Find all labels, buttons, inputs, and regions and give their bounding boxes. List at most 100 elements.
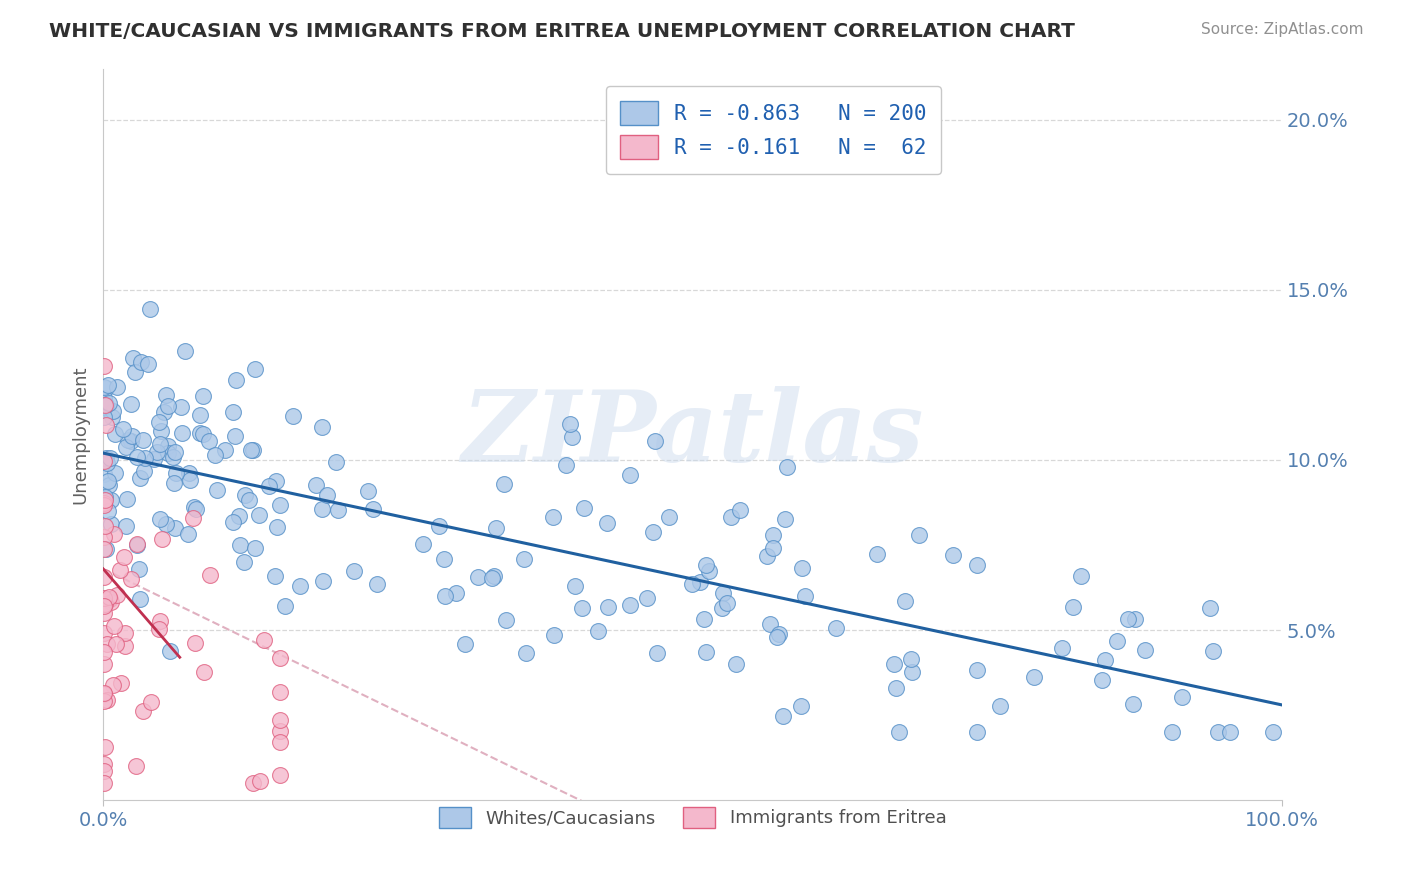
Point bbox=[177, 466, 200, 480]
Point bbox=[762, 528, 785, 542]
Point bbox=[711, 601, 734, 615]
Point bbox=[93, 606, 115, 620]
Point bbox=[97, 504, 120, 518]
Point bbox=[170, 425, 193, 440]
Point bbox=[693, 612, 716, 626]
Point bbox=[288, 579, 311, 593]
Point bbox=[93, 645, 115, 659]
Point bbox=[125, 450, 148, 465]
Point bbox=[193, 665, 215, 680]
Point bbox=[198, 568, 221, 582]
Point bbox=[136, 357, 159, 371]
Point bbox=[157, 446, 180, 460]
Point bbox=[104, 637, 127, 651]
Point bbox=[766, 631, 789, 645]
Point bbox=[900, 665, 922, 679]
Point bbox=[97, 396, 120, 410]
Point bbox=[658, 509, 681, 524]
Point bbox=[269, 768, 291, 782]
Point bbox=[93, 686, 115, 700]
Point bbox=[162, 475, 184, 490]
Point bbox=[636, 591, 658, 606]
Point bbox=[889, 725, 911, 739]
Point bbox=[433, 589, 456, 603]
Point bbox=[894, 594, 917, 608]
Point bbox=[555, 458, 578, 472]
Point bbox=[988, 699, 1011, 714]
Point bbox=[243, 541, 266, 556]
Point bbox=[433, 552, 456, 566]
Point bbox=[98, 478, 121, 492]
Point bbox=[772, 708, 794, 723]
Point bbox=[101, 403, 124, 417]
Point bbox=[966, 663, 988, 677]
Point bbox=[264, 569, 287, 583]
Point bbox=[561, 429, 583, 443]
Point bbox=[619, 468, 641, 483]
Point bbox=[247, 508, 270, 522]
Point bbox=[695, 645, 717, 659]
Point bbox=[93, 541, 115, 556]
Point bbox=[543, 628, 565, 642]
Point bbox=[711, 586, 734, 600]
Point bbox=[266, 474, 288, 488]
Point bbox=[485, 521, 508, 535]
Point bbox=[132, 704, 155, 718]
Point bbox=[165, 521, 187, 535]
Point bbox=[97, 475, 120, 489]
Point bbox=[1122, 697, 1144, 711]
Point bbox=[1118, 612, 1140, 626]
Point bbox=[96, 398, 118, 412]
Point bbox=[253, 632, 276, 647]
Point bbox=[1133, 642, 1156, 657]
Point bbox=[129, 355, 152, 369]
Point bbox=[96, 456, 118, 470]
Point bbox=[121, 428, 143, 442]
Point bbox=[93, 495, 115, 509]
Point bbox=[120, 572, 142, 586]
Point bbox=[93, 518, 115, 533]
Point bbox=[720, 510, 742, 524]
Point bbox=[768, 626, 790, 640]
Point bbox=[716, 596, 738, 610]
Point bbox=[131, 433, 153, 447]
Point bbox=[93, 392, 115, 406]
Point bbox=[93, 569, 115, 583]
Point bbox=[110, 676, 132, 690]
Point bbox=[311, 419, 333, 434]
Point bbox=[139, 302, 162, 317]
Point bbox=[269, 685, 291, 699]
Point bbox=[274, 599, 297, 614]
Point bbox=[100, 516, 122, 531]
Point bbox=[326, 503, 349, 517]
Point bbox=[695, 558, 717, 573]
Point bbox=[94, 493, 117, 508]
Point bbox=[245, 362, 267, 376]
Point bbox=[1199, 601, 1222, 615]
Point bbox=[825, 621, 848, 635]
Point bbox=[242, 442, 264, 457]
Point bbox=[228, 509, 250, 524]
Point bbox=[114, 639, 136, 653]
Point bbox=[866, 547, 889, 561]
Point bbox=[120, 434, 142, 448]
Point bbox=[128, 591, 150, 606]
Point bbox=[233, 555, 256, 569]
Point bbox=[96, 381, 118, 395]
Point bbox=[93, 756, 115, 771]
Point bbox=[156, 399, 179, 413]
Point bbox=[1161, 725, 1184, 739]
Point bbox=[361, 502, 384, 516]
Point bbox=[269, 723, 291, 738]
Point bbox=[181, 510, 204, 524]
Point bbox=[1070, 569, 1092, 583]
Point bbox=[883, 657, 905, 672]
Point bbox=[1107, 634, 1129, 648]
Point bbox=[233, 487, 256, 501]
Point bbox=[186, 502, 208, 516]
Point bbox=[191, 426, 214, 441]
Point bbox=[776, 459, 799, 474]
Point bbox=[357, 483, 380, 498]
Point bbox=[155, 517, 177, 532]
Point bbox=[163, 445, 186, 459]
